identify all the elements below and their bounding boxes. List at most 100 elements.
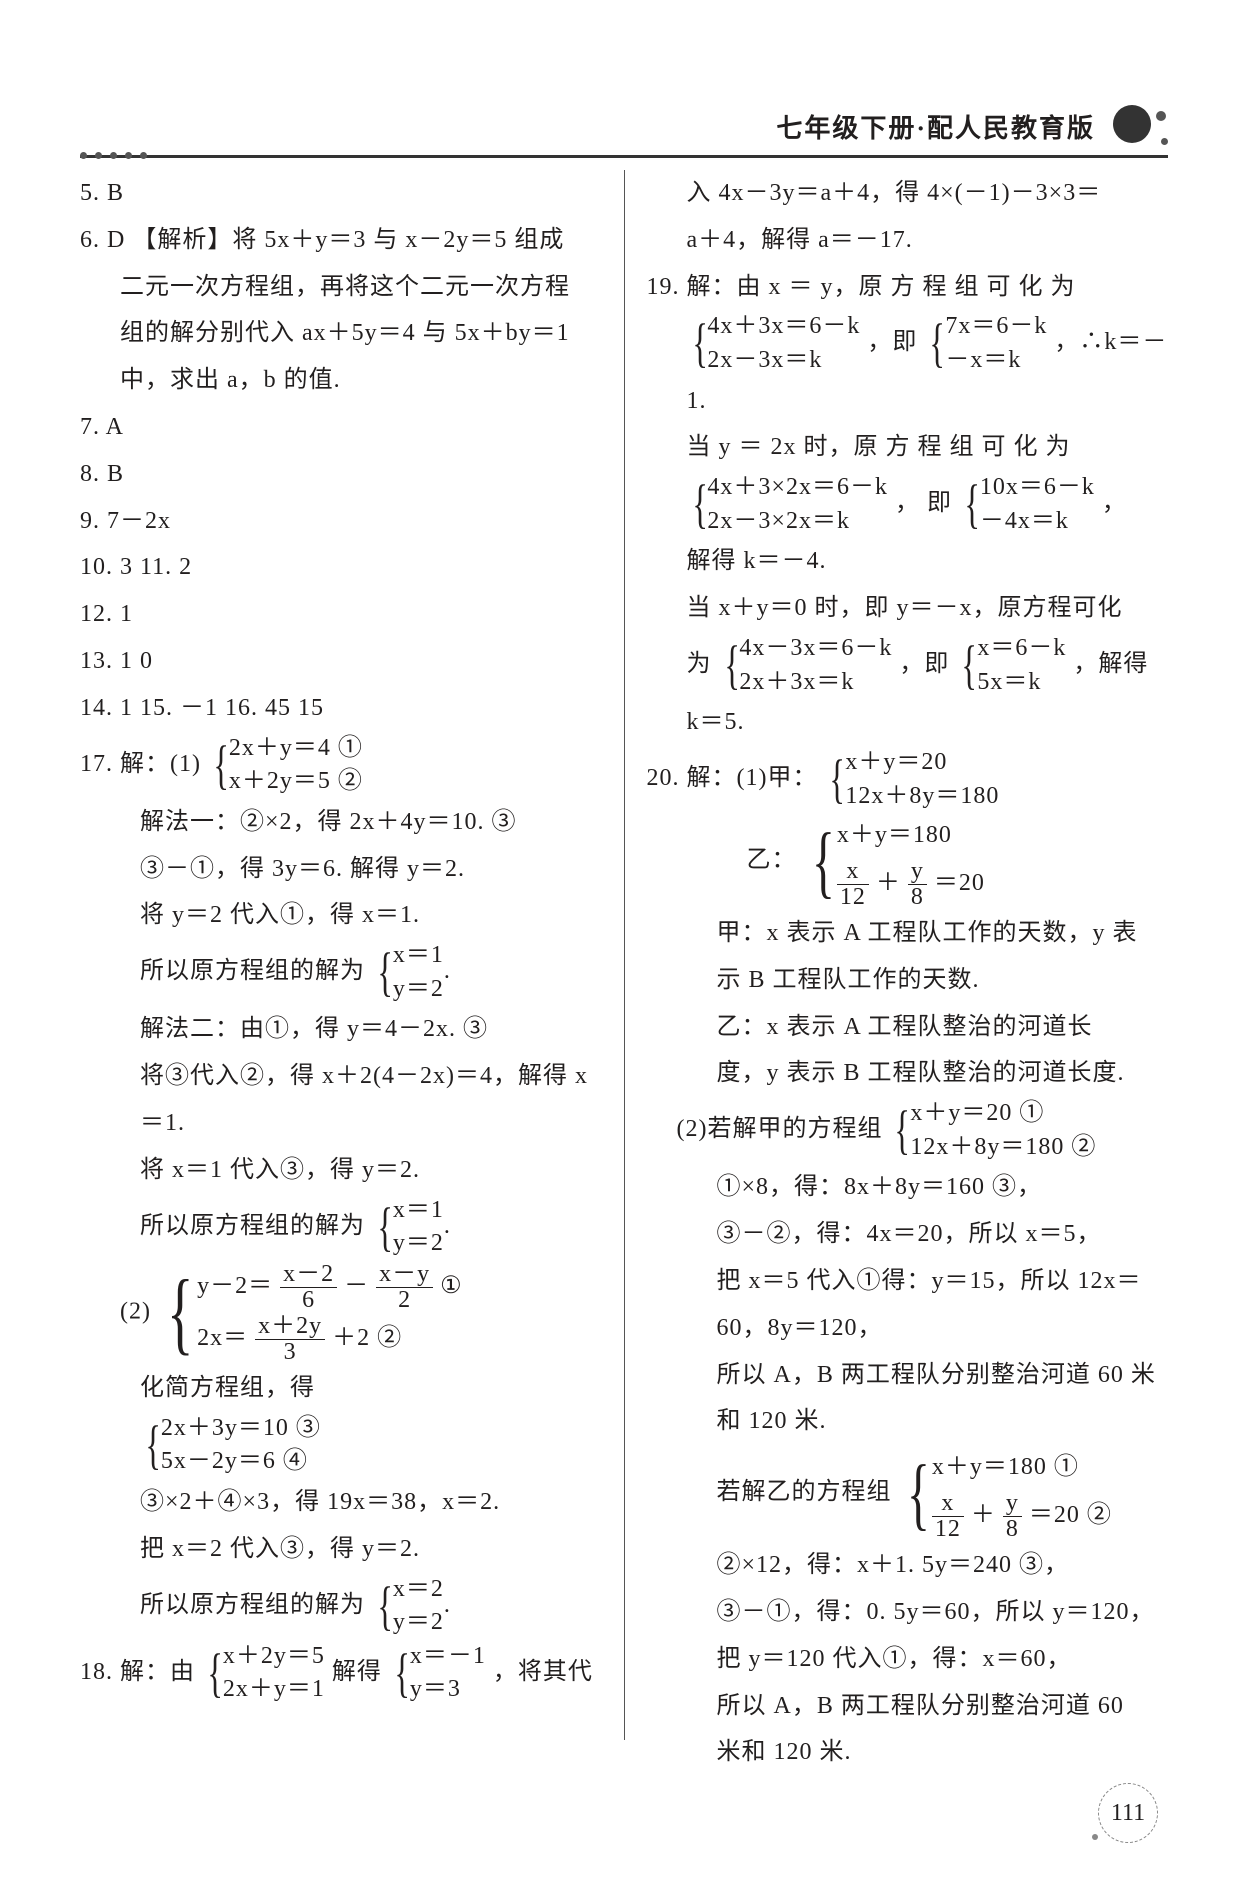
page-header: 七年级下册·配人民教育版 (80, 105, 1168, 158)
ans-17-2: (2) { y－2＝ x－26 － x－y2 ① 2x＝ x＋2y3 ＋2 ② (80, 1261, 602, 1365)
header-dots (80, 152, 147, 159)
eq-17-2-1: y－2＝ x－26 － x－y2 ① (197, 1273, 463, 1299)
ans-18-end: ，将其代 (493, 1659, 593, 1685)
sol17-2-ans-label: 所以原方程组的解为 (140, 1592, 365, 1618)
eq-18-1: x＋2y＝5 (223, 1643, 325, 1669)
eq-17-2-4: 5x－2y＝6 ④ (161, 1448, 308, 1474)
sol17-2-a: ③×2＋④×3，得 19x＝38，x＝2. (80, 1479, 602, 1526)
ans-20-2-c: 把 x＝5 代入①得：y＝15，所以 12x＝ (647, 1258, 1169, 1305)
ans-17-2-label: (2) (120, 1298, 151, 1324)
sol17-m1-y: y＝2 (393, 976, 444, 1002)
sol17-m1-ans-label: 所以原方程组的解为 (140, 958, 365, 984)
page-number: 111 (1098, 1783, 1158, 1843)
ans-18-cont2: a＋4，解得 a＝－17. (647, 217, 1169, 264)
sol17-m1-1: 解法一：②×2，得 2x＋4y＝10. ③ (80, 799, 602, 846)
ans-20-2-jia: (2)若解甲的方程组 { x＋y＝20 ① 12x＋8y＝180 ② (647, 1097, 1169, 1164)
ans-12: 12. 1 (80, 591, 602, 638)
sol17-m2-3: 将 x＝1 代入③，得 y＝2. (80, 1147, 602, 1194)
eq-20-2-1: x＋y＝20 ① (910, 1100, 1044, 1126)
eq-19-2-2: 2x－3×2x＝k (707, 508, 850, 534)
sol17-m1-x: x＝1 (393, 942, 444, 968)
eq-19-1-3: 7x＝6－k (945, 313, 1047, 339)
eq-20-jia-2: 12x＋8y＝180 (845, 783, 999, 809)
system-17-2: { y－2＝ x－26 － x－y2 ① 2x＝ x＋2y3 ＋2 ② (158, 1261, 463, 1365)
eq-19-3-1: 4x－3x＝6－k (739, 635, 892, 661)
eq-19-2-3: 10x＝6－k (980, 474, 1095, 500)
ans-20-yi-desc2: 度，y 表示 B 工程队整治的河道长度. (647, 1050, 1169, 1097)
ans-20-2-f: 和 120 米. (647, 1398, 1169, 1445)
ans-20-2y-b: ③－①，得：0. 5y＝60，所以 y＝120， (647, 1589, 1169, 1636)
ans-20-2-yi: 若解乙的方程组 { x＋y＝180 ① x12 ＋ y8 ＝20 ② (647, 1445, 1169, 1542)
eq-20-2y-2: x12 ＋ y8 ＝20 ② (932, 1502, 1112, 1528)
ans-17-label: 17. 解：(1) (80, 751, 201, 777)
eq-17-2-3: 2x＋3y＝10 ③ (161, 1415, 321, 1441)
header-badge (1113, 105, 1168, 147)
sol17-m2-2: 将③代入②，得 x＋2(4－2x)＝4，解得 x (80, 1053, 602, 1100)
ans-14-16: 14. 1 15. －1 16. 45 15 (80, 685, 602, 732)
ans-20-2y-c: 把 y＝120 代入①，得：x＝60， (647, 1636, 1169, 1683)
ans-13: 13. 1 0 (80, 638, 602, 685)
ans-19-head: 19. 解：由 x ＝ y，原 方 程 组 可 化 为 (647, 264, 1169, 311)
sol17-m1-3: 将 y＝2 代入①，得 x＝1. (80, 892, 602, 939)
ans-20-2y-a: ②×12，得：x＋1. 5y＝240 ③， (647, 1542, 1169, 1589)
eq-17-2-2: 2x＝ x＋2y3 ＋2 ② (197, 1325, 402, 1351)
content-columns: 5. B 6. D 【解析】将 5x＋y＝3 与 x－2y＝5 组成 二元一次方… (80, 170, 1168, 1740)
ans-5: 5. B (80, 170, 602, 217)
sol17-2-ans: 所以原方程组的解为 { x＝2 y＝2 . (80, 1573, 602, 1640)
sol17-m1-sol: { x＝1 y＝2 (372, 939, 444, 1006)
sol17-2-y: y＝2 (393, 1609, 444, 1635)
eq-19-1-1: 4x＋3x＝6－k (707, 313, 860, 339)
ans-20-2y-e: 米和 120 米. (647, 1729, 1169, 1776)
eq-19-3-3: x＝6－k (977, 635, 1066, 661)
eq-17-1-2: x＋2y＝5 ② (229, 768, 363, 794)
sol17-2-x: x＝2 (393, 1576, 444, 1602)
sol17-2-sys: { 2x＋3y＝10 ③ 5x－2y＝6 ④ (80, 1412, 602, 1479)
sol17-m1-ans: 所以原方程组的解为 { x＝1 y＝2 . (80, 939, 602, 1006)
ans-19-k4: 解得 k＝－4. (647, 538, 1169, 585)
system-17-1: { 2x＋y＝4 ① x＋2y＝5 ② (208, 732, 363, 799)
ans-6-line4: 中，求出 a，b 的值. (80, 357, 602, 404)
ans-20-2-d: 60，8y＝120， (647, 1305, 1169, 1352)
sol17-2-simp: 化简方程组，得 (80, 1365, 602, 1412)
eq-19-1-2: 2x－3x＝k (707, 347, 822, 373)
ans-6-line3: 组的解分别代入 ax＋5y＝4 与 5x＋by＝1 (80, 310, 602, 357)
eq-20-2-2: 12x＋8y＝180 ② (910, 1134, 1096, 1160)
ans-6-line2: 二元一次方程组，再将这个二元一次方程 (80, 264, 602, 311)
ans-10-11: 10. 3 11. 2 (80, 544, 602, 591)
ans-18: 18. 解：由 { x＋2y＝5 2x＋y＝1 解得 { x＝－1 y＝3 ，将… (80, 1640, 602, 1707)
ans-19-case2-head: 当 y ＝ 2x 时，原 方 程 组 可 化 为 (647, 424, 1169, 471)
ans-20-jia-desc1: 甲：x 表示 A 工程队工作的天数，y 表 (647, 910, 1169, 957)
header-title: 七年级下册·配人民教育版 (776, 108, 1095, 145)
eq-19-1-4: －x＝k (945, 347, 1021, 373)
ans-9: 9. 7－2x (80, 498, 602, 545)
ans-19-case1: { 4x＋3x＝6－k 2x－3x＝k ，即 { 7x＝6－k －x＝k ，∴k… (647, 310, 1169, 424)
ans-20-2-a: ①×8，得：8x＋8y＝160 ③， (647, 1164, 1169, 1211)
eq-17-1-1: 2x＋y＝4 ① (229, 735, 363, 761)
left-column: 5. B 6. D 【解析】将 5x＋y＝3 与 x－2y＝5 组成 二元一次方… (80, 170, 624, 1740)
ans-20-yi-desc1: 乙：x 表示 A 工程队整治的河道长 (647, 1004, 1169, 1051)
sol-18-x: x＝－1 (410, 1643, 486, 1669)
sol17-m1-2: ③－①，得 3y＝6. 解得 y＝2. (80, 846, 602, 893)
ans-20-2-e: 所以 A，B 两工程队分别整治河道 60 米 (647, 1352, 1169, 1399)
ans-6-line1: 6. D 【解析】将 5x＋y＝3 与 x－2y＝5 组成 (80, 217, 602, 264)
ans-18-label: 18. 解：由 (80, 1659, 195, 1685)
ans-20-jia-desc2: 示 B 工程队工作的天数. (647, 957, 1169, 1004)
right-column: 入 4x－3y＝a＋4，得 4×(－1)－3×3＝ a＋4，解得 a＝－17. … (624, 170, 1169, 1740)
ans-18-cont1: 入 4x－3y＝a＋4，得 4×(－1)－3×3＝ (647, 170, 1169, 217)
eq-19-3-2: 2x＋3x＝k (739, 669, 854, 695)
sol-18-y: y＝3 (410, 1676, 461, 1702)
eq-19-2-4: －4x＝k (980, 508, 1069, 534)
sol17-m2-ans-label: 所以原方程组的解为 (140, 1213, 365, 1239)
sol17-m2-1: 解法二：由①，得 y＝4－2x. ③ (80, 1006, 602, 1053)
eq-20-2y-1: x＋y＝180 ① (932, 1454, 1079, 1480)
ans-20-2y-d: 所以 A，B 两工程队分别整治河道 60 (647, 1683, 1169, 1730)
sol17-m2-2b: ＝1. (80, 1100, 602, 1147)
sol17-m2-y: y＝2 (393, 1230, 444, 1256)
eq-19-2-1: 4x＋3×2x＝6－k (707, 474, 888, 500)
sol17-m2-x: x＝1 (393, 1197, 444, 1223)
ans-19-case3: 为 { 4x－3x＝6－k 2x＋3x＝k ，即 { x＝6－k 5x＝k ，解… (647, 632, 1169, 699)
ans-19-case3-head: 当 x＋y＝0 时，即 y＝－x，原方程可化 (647, 585, 1169, 632)
eq-18-2: 2x＋y＝1 (223, 1676, 325, 1702)
eq-20-yi-1: x＋y＝180 (837, 822, 952, 848)
eq-19-3-4: 5x＝k (977, 669, 1041, 695)
